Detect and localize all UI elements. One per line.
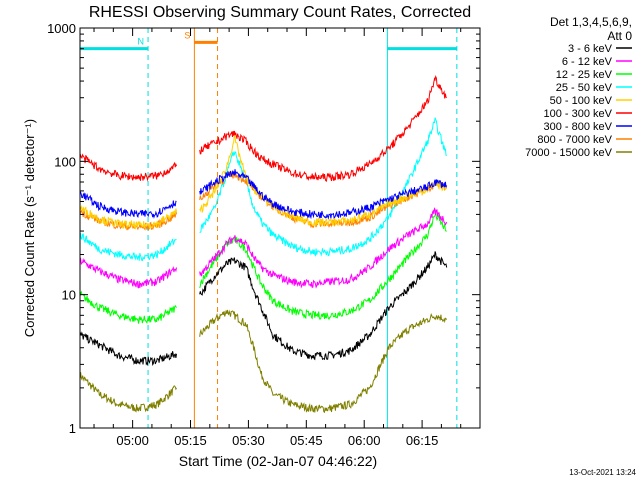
x-axis-ticks: 05:00 05:15 05:30 05:45 06:00 06:15 (93, 28, 462, 448)
legend-label: 3 - 6 keV (568, 43, 613, 55)
series-line (199, 207, 448, 289)
x-tick-label: 05:00 (116, 433, 149, 448)
y-axis-label: Corrected Count Rate (s⁻¹ detector⁻¹) (22, 119, 37, 337)
x-tick-label: 05:15 (174, 433, 207, 448)
series-12-25keV (79, 211, 447, 325)
series-line (79, 372, 177, 413)
series-line (79, 232, 177, 262)
series-line (79, 153, 177, 182)
series-line (79, 257, 177, 289)
series-line (79, 290, 177, 325)
y-tick-label: 1000 (47, 21, 76, 36)
footer-timestamp: 13-Oct-2021 13:24 (569, 468, 636, 477)
series-7000-15000keV (79, 309, 448, 414)
x-axis-label: Start Time (02-Jan-07 04:46:22) (179, 453, 377, 469)
series-line (79, 331, 177, 367)
series-line (199, 117, 448, 257)
series-3-6keV (79, 251, 448, 367)
series-line (79, 191, 177, 219)
series-line (79, 205, 177, 230)
y-tick-label: 1 (69, 421, 76, 436)
legend-label: 12 - 25 keV (556, 69, 613, 81)
series-line (199, 134, 448, 228)
series-6-12keV (79, 207, 448, 289)
x-tick-label: 05:30 (232, 433, 265, 448)
series-50-100keV (79, 134, 448, 230)
plot-area: NS (79, 28, 458, 428)
legend-label: 800 - 7000 keV (537, 134, 612, 146)
x-tick-label: 05:45 (290, 433, 323, 448)
legend-label: 50 - 100 keV (550, 95, 613, 107)
legend-label: 300 - 800 keV (544, 121, 613, 133)
series-100-300keV (79, 74, 447, 182)
series-300-800keV (79, 169, 448, 220)
y-tick-label: 10 (62, 288, 76, 303)
series-line (199, 211, 447, 321)
y-tick-label: 100 (54, 154, 76, 169)
flag-label-N: N (138, 37, 145, 47)
y-axis-ticks: 1 10 100 1000 (47, 21, 480, 436)
plot-frame (79, 27, 481, 429)
chart-title: RHESSI Observing Summary Count Rates, Co… (89, 4, 471, 21)
series-25-50keV (79, 117, 448, 262)
series-line (199, 251, 448, 361)
series-line (199, 309, 448, 414)
x-tick-label: 06:15 (406, 433, 439, 448)
series-line (199, 169, 448, 220)
series-line (199, 74, 447, 182)
series-line (199, 170, 448, 229)
legend-label: 25 - 50 keV (556, 82, 613, 94)
flag-label-S: S (184, 30, 190, 40)
legend-label: 7000 - 15000 keV (525, 147, 613, 159)
legend-header-line-1: Det 1,3,4,5,6,9, (550, 15, 632, 29)
legend-label: 6 - 12 keV (562, 56, 613, 68)
x-tick-label: 06:00 (348, 433, 381, 448)
series-line (79, 209, 177, 231)
legend-label: 100 - 300 keV (544, 108, 613, 120)
legend-header-line-2: Att 0 (607, 29, 632, 43)
